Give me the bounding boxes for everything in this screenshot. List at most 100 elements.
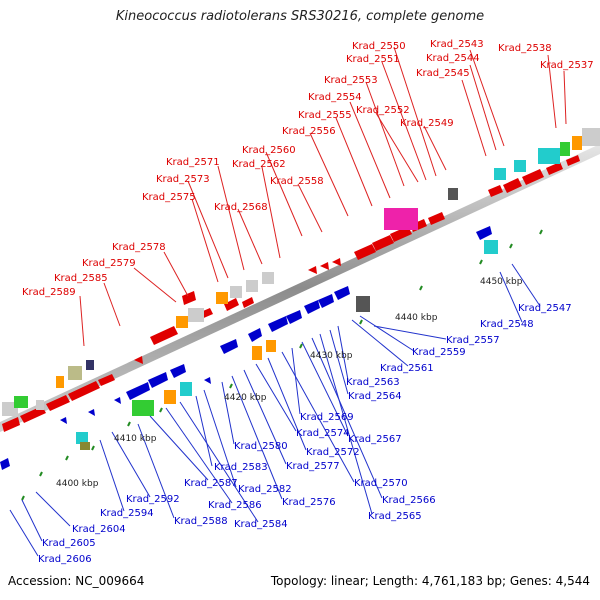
gene-label: Krad_2549 [400,118,454,129]
gene-arrow[interactable] [476,226,492,240]
gene-label: Krad_2557 [446,335,500,346]
gene-label: Krad_2572 [306,447,360,458]
gene-arrow[interactable] [268,316,288,332]
gene-label: Krad_2577 [286,461,340,472]
gene-label: Krad_2568 [214,202,268,213]
gene-label: Krad_2576 [282,497,336,508]
gene-label: Krad_2553 [324,75,378,86]
gene-arrow[interactable] [182,291,196,305]
gene-arrow[interactable] [46,395,70,411]
gene-block[interactable] [164,390,176,404]
gene-label: Krad_2578 [112,242,166,253]
gene-arrow[interactable] [242,297,254,308]
gene-arrow[interactable] [286,310,302,324]
gene-arrow[interactable] [2,417,20,432]
gene-arrow[interactable] [546,162,563,175]
gene-label: Krad_2569 [300,412,354,423]
gene-block[interactable] [132,400,154,416]
gene-arrow[interactable] [204,377,211,384]
gene-arrow[interactable] [318,294,334,308]
gene-arrow[interactable] [68,381,100,401]
gene-block[interactable] [448,188,458,200]
gene-label: Krad_2563 [346,377,400,388]
gene-label: Krad_2537 [540,60,594,71]
gene-block[interactable] [216,292,228,304]
gene-arrow[interactable] [488,185,503,197]
gene-block[interactable] [246,280,258,292]
gene-block[interactable] [188,308,204,322]
gene-block[interactable] [356,296,370,312]
gene-arrow[interactable] [170,364,186,378]
gene-label: Krad_2574 [296,428,350,439]
gene-block[interactable] [262,272,274,284]
gene-block[interactable] [230,286,242,298]
gene-arrow[interactable] [522,169,544,185]
gene-arrow[interactable] [98,374,115,386]
gene-label: Krad_2554 [308,92,362,103]
reverse-strand-genes [0,226,492,470]
gene-label: Krad_2545 [416,68,470,79]
gene-block[interactable] [36,400,44,410]
gene-label: Krad_2588 [174,516,228,527]
ruler-label: 4410 kbp [114,434,157,444]
reverse-leaders [9,263,541,557]
gene-block[interactable] [86,360,94,370]
gene-block[interactable] [484,240,498,254]
gene-arrow[interactable] [428,212,445,225]
gene-block[interactable] [68,366,82,380]
gene-block[interactable] [266,340,276,352]
gene-arrow[interactable] [88,409,95,416]
gene-arrow[interactable] [334,286,350,300]
gene-arrow[interactable] [224,298,239,311]
gene-block[interactable] [80,442,90,450]
gene-label: Krad_2592 [126,494,180,505]
gene-block[interactable] [180,382,192,396]
gene-label: Krad_2579 [82,258,136,269]
gene-arrow[interactable] [248,328,262,342]
gene-block[interactable] [252,346,262,360]
gene-label: Krad_2575 [142,192,196,203]
gene-label: Krad_2552 [356,105,410,116]
gene-arrow[interactable] [20,406,46,423]
gene-arrow[interactable] [503,178,522,193]
gene-arrow[interactable] [0,458,10,470]
gene-block[interactable] [494,168,506,180]
gene-label: Krad_2544 [426,53,480,64]
gene-label: Krad_2562 [232,159,286,170]
gene-arrow[interactable] [60,417,67,424]
genome-backbone [0,144,600,432]
gene-arrow[interactable] [148,372,168,388]
gene-arrow[interactable] [126,382,150,400]
gene-label: Krad_2584 [234,519,288,530]
gene-label: Krad_2571 [166,157,220,168]
gene-block[interactable] [572,136,582,150]
gene-block[interactable] [14,396,28,408]
gene-block[interactable] [76,432,88,444]
gene-arrow[interactable] [150,326,178,345]
gene-block[interactable] [56,376,64,388]
gene-block[interactable] [560,142,570,156]
gene-arrow[interactable] [320,262,329,270]
gene-block[interactable] [176,316,188,328]
gene-block[interactable] [514,160,526,172]
gene-arrow[interactable] [220,339,238,354]
gene-label: Krad_2561 [380,363,434,374]
forward-strand-genes [2,155,580,432]
gene-block[interactable] [582,128,600,146]
gene-label: Krad_2570 [354,478,408,489]
gene-arrow[interactable] [372,235,394,251]
gene-arrow[interactable] [134,356,143,364]
gene-arrow[interactable] [304,300,320,314]
ruler-label: 4450 kbp [480,277,523,287]
gene-block[interactable] [538,148,560,164]
gene-label: Krad_2583 [214,462,268,473]
gene-label: Krad_2566 [382,495,436,506]
gene-arrow[interactable] [114,397,121,404]
gene-arrow[interactable] [566,155,580,166]
gene-arrow[interactable] [308,266,317,274]
gene-arrow[interactable] [332,258,341,266]
gene-block[interactable] [384,208,418,230]
gene-arrow[interactable] [354,244,376,260]
gene-label: Krad_2543 [430,39,484,50]
